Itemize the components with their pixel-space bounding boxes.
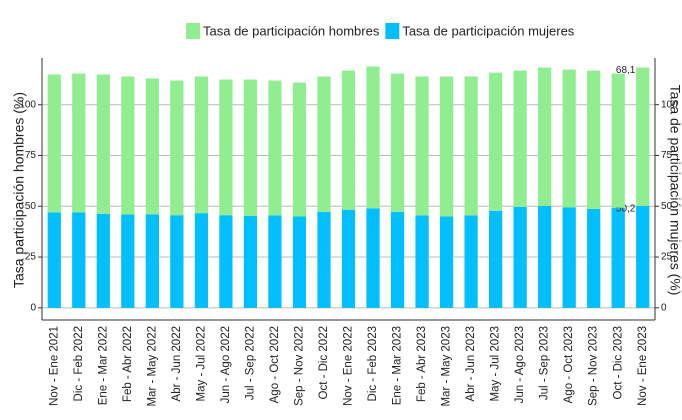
legend-label: Tasa de participación mujeres — [402, 23, 574, 38]
bar — [390, 73, 405, 212]
x-tick-label: Nov - Ene 2021 — [48, 326, 60, 406]
bar — [317, 76, 331, 212]
bar — [611, 73, 625, 208]
bar — [464, 215, 478, 308]
bar — [341, 70, 356, 210]
bar — [219, 79, 233, 216]
bar — [513, 206, 527, 308]
x-tick-label: May - Jul 2023 — [490, 326, 502, 401]
y-tick-label: 25 — [25, 252, 37, 263]
bar — [390, 211, 405, 308]
bar — [562, 69, 576, 208]
x-tick-label: Nov - Ene 2023 — [637, 326, 649, 406]
y2-tick-label: 50 — [661, 201, 673, 212]
x-tick-label: Dic - Feb 2022 — [73, 326, 85, 401]
bar — [587, 70, 601, 209]
x-tick-label: Feb - Abr 2023 — [416, 326, 428, 402]
bar — [47, 212, 61, 308]
bar — [47, 74, 61, 213]
y-tick-label: 100 — [19, 99, 36, 110]
y2-tick-label: 25 — [661, 252, 673, 263]
bar — [170, 80, 184, 216]
bar — [96, 213, 110, 308]
bar — [145, 78, 159, 215]
bar — [415, 76, 429, 216]
bar — [341, 209, 356, 308]
legend-label: Tasa de participación hombres — [203, 23, 380, 38]
bar — [243, 79, 258, 217]
legend-swatch — [186, 23, 200, 39]
bar — [488, 210, 503, 308]
legend-swatch — [385, 23, 400, 39]
bar — [317, 211, 331, 308]
x-tick-label: Oct - Dic 2023 — [612, 326, 624, 400]
bar — [636, 67, 650, 206]
x-tick-label: Abr - Jun 2023 — [465, 326, 477, 401]
x-tick-label: Feb - Abr 2022 — [122, 326, 134, 402]
bar — [268, 215, 282, 308]
bar — [219, 215, 233, 308]
y-tick-label: 50 — [25, 201, 37, 212]
y-tick-label: 0 — [30, 302, 36, 313]
bar — [562, 207, 576, 308]
x-tick-label: Ene - Mar 2022 — [97, 326, 109, 405]
x-tick-label: Mar - May 2023 — [441, 326, 453, 407]
x-tick-label: Mar - May 2022 — [146, 326, 158, 407]
x-tick-label: Nov - Ene 2022 — [343, 326, 355, 406]
x-tick-label: Ago - Oct 2022 — [269, 326, 281, 403]
y-tick-label: 75 — [25, 150, 37, 161]
bar — [96, 74, 110, 214]
bar — [439, 76, 454, 217]
bar — [170, 215, 184, 308]
x-tick-label: Oct - Dic 2022 — [318, 326, 330, 400]
bar — [538, 67, 552, 206]
x-tick-label: Sep - Nov 2022 — [293, 326, 305, 406]
y-axis-title: Tasa participación hombres (%) — [11, 92, 27, 288]
bar — [292, 82, 307, 217]
x-tick-label: Jun - Ago 2023 — [514, 326, 526, 403]
bar — [611, 207, 625, 308]
x-tick-label: Abr - Jun 2022 — [171, 326, 183, 401]
bar — [464, 76, 478, 216]
x-tick-label: Ago - Oct 2023 — [563, 326, 575, 403]
bar — [415, 215, 429, 308]
bar — [72, 73, 86, 213]
x-tick-label: Jul - Sep 2023 — [539, 326, 551, 400]
bar — [268, 80, 282, 216]
y2-tick-label: 100 — [661, 99, 678, 110]
bar — [72, 212, 86, 308]
bar — [439, 216, 454, 308]
bar — [587, 208, 601, 308]
bar — [366, 66, 380, 209]
x-tick-label: Jul - Sep 2022 — [244, 326, 256, 400]
bar — [513, 70, 527, 207]
bar — [194, 76, 209, 214]
y2-axis-title: Tasa de participación mujeres (%) — [667, 85, 682, 296]
bar — [488, 72, 503, 211]
bar — [538, 205, 552, 308]
y2-tick-label: 75 — [661, 150, 673, 161]
bar — [243, 216, 258, 308]
bar — [292, 216, 307, 308]
data-label: 68,1 — [616, 65, 636, 76]
bar — [194, 213, 209, 308]
x-tick-label: Dic - Feb 2023 — [367, 326, 379, 401]
bar — [121, 214, 135, 308]
x-tick-label: Ene - Mar 2023 — [392, 326, 404, 405]
bar — [636, 205, 650, 308]
x-tick-label: Jun - Ago 2022 — [220, 326, 232, 403]
x-tick-label: May - Jul 2022 — [195, 326, 207, 401]
bar — [121, 76, 135, 215]
bar — [366, 208, 380, 308]
y2-tick-label: 0 — [661, 302, 667, 313]
data-label: 50,2 — [616, 203, 636, 214]
bar — [145, 214, 159, 308]
x-tick-label: Sep - Nov 2023 — [588, 326, 600, 406]
